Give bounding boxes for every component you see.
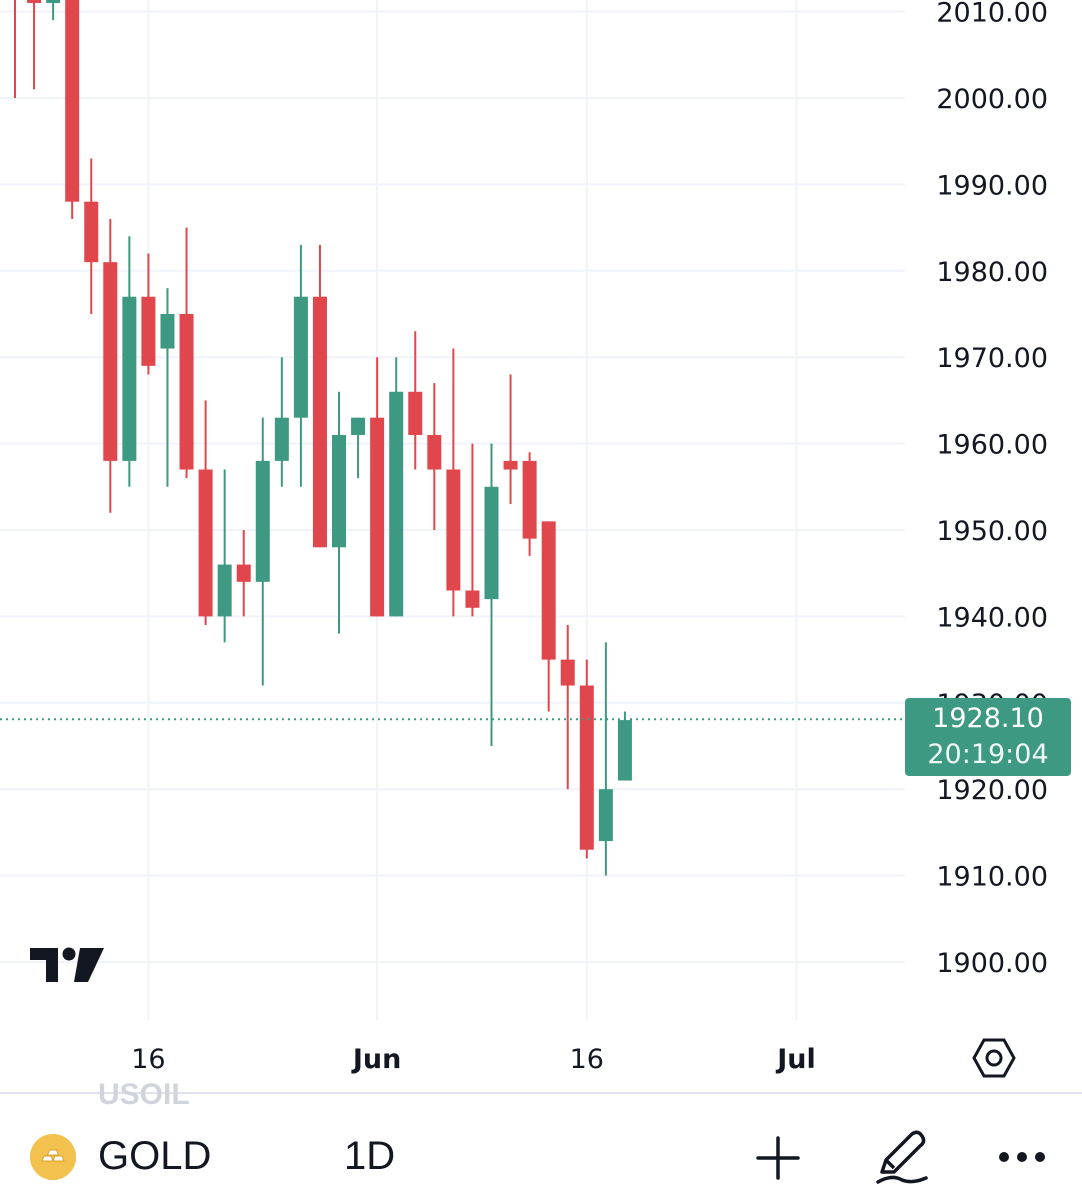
price-axis[interactable]: 2010.00 2000.00 1990.00 1980.00 1970.00 1960.… — [936, 0, 1048, 979]
candlestick-chart[interactable]: 2010.00 2000.00 1990.00 1980.00 1970.00 1960.… — [0, 0, 1082, 1092]
ghost-symbol-label: USOIL — [98, 1082, 190, 1111]
chart-settings-icon[interactable] — [972, 1036, 1016, 1085]
gold-bars-icon[interactable] — [30, 1134, 76, 1180]
pencil-draw-icon[interactable] — [872, 1128, 932, 1191]
candle-body — [389, 391, 404, 617]
price-tick-label: 2010.00 — [936, 0, 1048, 29]
tradingview-logo[interactable] — [28, 944, 106, 991]
price-tick-label: 1920.00 — [936, 775, 1048, 806]
candle-body — [560, 659, 575, 686]
candle-body — [465, 590, 480, 608]
time-tick-label: 16 — [570, 1044, 604, 1075]
candle-body — [27, 0, 42, 3]
candle-body — [160, 314, 175, 349]
interval-selector[interactable]: 1D — [344, 1134, 396, 1178]
time-axis[interactable]: 16 Jun 16 Jul — [131, 1044, 815, 1075]
candle-body — [179, 314, 194, 470]
price-tick-label: 1990.00 — [936, 170, 1048, 201]
candle-body — [46, 0, 61, 3]
symbol-name[interactable]: GOLD — [98, 1134, 212, 1178]
candle-body — [141, 296, 156, 366]
candle-body — [370, 417, 385, 617]
candle-body — [408, 391, 423, 435]
candle-body — [274, 417, 289, 461]
price-tick-label: 1950.00 — [936, 516, 1048, 547]
candle-body — [255, 460, 270, 582]
candle-body — [217, 564, 232, 617]
candle-body — [332, 434, 347, 548]
last-price-badge: 1928.10 20:19:04 — [905, 698, 1071, 776]
price-tick-label: 1910.00 — [936, 862, 1048, 893]
candle-body — [65, 0, 80, 202]
more-dots-icon[interactable] — [996, 1146, 1048, 1173]
toolbar-divider — [0, 1092, 1082, 1094]
candle-body — [484, 486, 499, 600]
last-price-value: 1928.10 — [932, 703, 1044, 734]
price-tick-label: 1960.00 — [936, 430, 1048, 461]
candle-body — [312, 296, 327, 548]
candle-body — [617, 720, 632, 781]
time-tick-label: 16 — [131, 1044, 165, 1075]
candle-body — [236, 564, 251, 582]
time-tick-label: Jun — [351, 1044, 402, 1075]
candle-body — [598, 789, 613, 842]
plus-icon[interactable] — [754, 1134, 802, 1187]
candle-body — [446, 469, 461, 591]
bar-countdown: 20:19:04 — [927, 739, 1049, 770]
price-tick-label: 2000.00 — [936, 84, 1048, 115]
candle-body — [427, 434, 442, 470]
candle-body — [522, 460, 537, 539]
candle-body — [579, 685, 594, 850]
candle-body — [503, 460, 518, 470]
candle-series — [14, 0, 632, 876]
candle-body — [84, 201, 99, 263]
candle-body — [541, 521, 556, 660]
price-tick-label: 1970.00 — [936, 343, 1048, 374]
price-tick-label: 1900.00 — [936, 948, 1048, 979]
candle-body — [122, 296, 137, 461]
candle-body — [293, 296, 308, 418]
candle-body — [103, 262, 118, 461]
price-tick-label: 1940.00 — [936, 602, 1048, 633]
price-tick-label: 1980.00 — [936, 257, 1048, 288]
candle-body — [351, 417, 366, 435]
time-tick-label: Jul — [775, 1044, 816, 1075]
candle-body — [198, 469, 213, 617]
